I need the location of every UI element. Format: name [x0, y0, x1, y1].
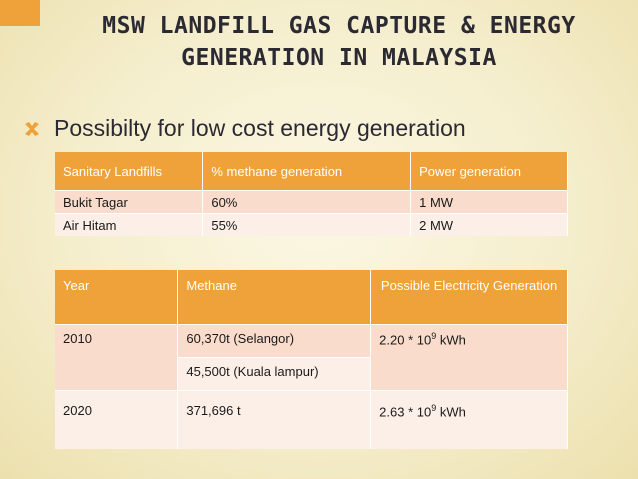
table-cell: 2020 [55, 390, 179, 449]
table-cell: Air Hitam [55, 213, 204, 236]
table-cell: 2 MW [410, 213, 568, 236]
table-row: 2020 371,696 t 2.63 * 109 kWh [55, 390, 568, 449]
landfill-table: Sanitary Landfills % methane generation … [55, 152, 568, 236]
title-line-1: MSW LANDFILL GAS CAPTURE & ENERGY [102, 13, 576, 39]
table-cell: 60% [202, 190, 412, 214]
header-cell: Sanitary Landfills [55, 152, 204, 191]
table-row: Bukit Tagar 60% 1 MW [55, 190, 568, 214]
header-cell: Possible Electricity Generation [370, 270, 568, 325]
table-row: Air Hitam 55% 2 MW [55, 213, 568, 236]
table-cell: 1 MW [410, 190, 568, 214]
x-mark-icon [22, 119, 42, 139]
table-cell: 60,370t (Selangor) [177, 324, 372, 358]
corner-accent [0, 0, 40, 26]
table-cell: 2.63 * 109 kWh [370, 390, 568, 449]
title-line-2: GENERATION IN MALAYSIA [181, 45, 497, 71]
table-row: 2010 60,370t (Selangor) 2.20 * 109 kWh [55, 324, 568, 391]
header-cell: Power generation [410, 152, 568, 191]
electricity-value: 2.63 * 10 [379, 404, 432, 420]
electricity-value: 2.20 * 10 [379, 332, 432, 348]
table-cell: 45,500t (Kuala lampur) [177, 357, 372, 391]
table-cell: 55% [202, 213, 412, 236]
bullet-text: Possibilty for low cost energy generatio… [54, 115, 466, 141]
methane-electricity-table: Year Methane Possible Electricity Genera… [55, 270, 568, 449]
table-cell: Bukit Tagar [55, 190, 204, 214]
unit: kWh [436, 404, 466, 420]
unit: kWh [436, 332, 466, 348]
slide-title: MSW LANDFILL GAS CAPTURE & ENERGY GENERA… [40, 10, 638, 74]
exponent: 9 [431, 331, 437, 341]
header-cell: % methane generation [202, 152, 412, 191]
table-cell: 2010 [55, 324, 179, 391]
header-cell: Year [55, 270, 179, 325]
header-cell: Methane [177, 270, 372, 325]
exponent: 9 [431, 403, 437, 413]
table-row: 45,500t (Kuala lampur) [55, 357, 568, 391]
table-cell: 371,696 t [177, 390, 372, 449]
table-cell: 2.20 * 109 kWh [370, 324, 568, 391]
table-header-row: Year Methane Possible Electricity Genera… [55, 270, 568, 325]
bullet-point: Possibilty for low cost energy generatio… [22, 115, 466, 142]
table-header-row: Sanitary Landfills % methane generation … [55, 152, 568, 191]
